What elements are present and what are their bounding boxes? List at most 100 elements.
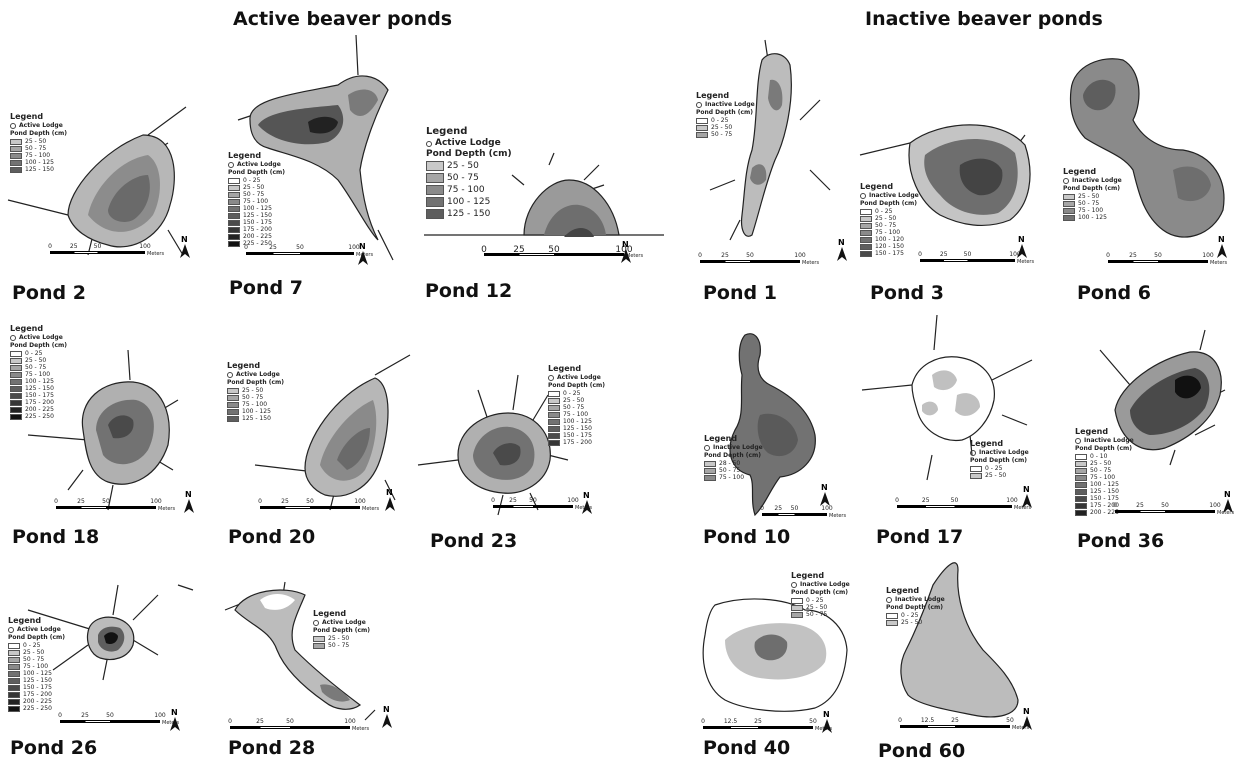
legend-swatch bbox=[10, 392, 22, 399]
legend-depth-class: 50 - 75 bbox=[1063, 200, 1122, 207]
pond-17-legend-subtitle: Pond Depth (cm) bbox=[970, 457, 1028, 464]
legend-swatch bbox=[791, 597, 803, 604]
pond-36-depth-classes: 0 - 10 25 - 50 50 - 75 75 - 100 100 - 125 125… bbox=[1075, 453, 1134, 516]
scale-tick-label: 0 bbox=[895, 497, 899, 504]
legend-class-label: 25 - 50 bbox=[1090, 459, 1112, 467]
legend-swatch bbox=[1075, 495, 1087, 502]
legend-swatch bbox=[10, 364, 22, 371]
legend-class-label: 0 - 25 bbox=[23, 641, 41, 649]
scale-tick-label: 0 bbox=[54, 498, 58, 505]
legend-depth-class: 0 - 25 bbox=[8, 642, 65, 649]
pond-17-scale-bar: 0 25 50 100 Meters bbox=[895, 497, 1031, 511]
pond-40-lodge-label: Inactive Lodge bbox=[800, 581, 850, 588]
legend-swatch bbox=[8, 642, 20, 649]
legend-class-label: 100 - 125 bbox=[25, 377, 54, 385]
legend-class-label: 175 - 200 bbox=[1090, 501, 1119, 509]
legend-swatch bbox=[426, 209, 444, 219]
scale-unit-label: Meters bbox=[829, 513, 847, 519]
pond-10-depth-classes: 28 - 50 50 - 75 75 - 100 bbox=[704, 460, 763, 481]
pond-60-panel: Legend Inactive Lodge Pond Depth (cm) 0 … bbox=[878, 555, 1043, 735]
legend-class-label: 150 - 175 bbox=[25, 391, 54, 399]
legend-class-label: 50 - 75 bbox=[875, 221, 897, 229]
legend-depth-class: 75 - 100 bbox=[1075, 474, 1134, 481]
legend-depth-class: 50 - 75 bbox=[1075, 467, 1134, 474]
scale-tick-label: 25 bbox=[754, 718, 762, 725]
pond-20-depth-classes: 25 - 50 50 - 75 75 - 100 100 - 125 125 - 150 bbox=[227, 387, 284, 422]
pond-23-panel: Legend Active Lodge Pond Depth (cm) 0 - … bbox=[417, 365, 608, 525]
pond-1-depth-classes: 0 - 25 25 - 50 50 - 75 bbox=[696, 117, 755, 138]
legend-swatch bbox=[970, 472, 982, 479]
legend-depth-class: 75 - 100 bbox=[10, 371, 67, 378]
legend-depth-class: 175 - 200 bbox=[8, 691, 65, 698]
legend-swatch bbox=[886, 619, 898, 626]
scale-tick-label: 0 bbox=[701, 718, 705, 725]
scale-tick-label: 25 bbox=[509, 497, 517, 504]
active-ponds-title: Active beaver ponds bbox=[233, 8, 453, 30]
legend-class-label: 75 - 100 bbox=[25, 151, 51, 159]
scale-bar-graphic bbox=[230, 726, 350, 729]
scale-bar-graphic bbox=[703, 726, 813, 729]
legend-depth-class: 25 - 50 bbox=[970, 472, 1029, 479]
legend-depth-class: 25 - 50 bbox=[696, 124, 755, 131]
legend-class-label: 125 - 150 bbox=[23, 676, 52, 684]
scale-bar-graphic bbox=[246, 252, 354, 255]
pond-60-lodge-entry: Inactive Lodge bbox=[886, 597, 945, 603]
pond-20-lodge-entry: Active Lodge bbox=[227, 372, 284, 378]
pond-26-scale-bar: 0 25 50 100 Meters bbox=[58, 712, 179, 726]
pond-3-legend-subtitle: Pond Depth (cm) bbox=[860, 200, 918, 207]
legend-depth-class: 50 - 75 bbox=[860, 222, 919, 229]
scale-bar-graphic bbox=[920, 259, 1015, 262]
legend-depth-class: 125 - 150 bbox=[10, 385, 67, 392]
legend-class-label: 0 - 25 bbox=[243, 176, 261, 184]
scale-bar-graphic bbox=[1115, 510, 1215, 513]
legend-depth-class: 50 - 75 bbox=[10, 145, 67, 152]
legend-depth-class: 50 - 75 bbox=[548, 404, 605, 411]
pond-2-lodge-entry: Active Lodge bbox=[10, 123, 67, 129]
scale-ticks: 0 25 50 100 bbox=[228, 718, 356, 726]
legend-swatch bbox=[10, 378, 22, 385]
legend-class-label: 100 - 125 bbox=[1078, 213, 1107, 221]
legend-class-label: 75 - 100 bbox=[719, 473, 745, 481]
scale-tick-label: 25 bbox=[77, 498, 85, 505]
scale-tick-label: 0 bbox=[698, 252, 702, 259]
pond-2-panel: Legend Active Lodge Pond Depth (cm) 25 -… bbox=[7, 95, 208, 275]
pond-12-lodge-entry: Active Lodge bbox=[426, 139, 512, 148]
scale-tick-label: 50 bbox=[286, 718, 294, 725]
pond-17-lodge-entry: Inactive Lodge bbox=[970, 450, 1029, 456]
legend-class-label: 200 - 225 bbox=[1090, 508, 1119, 516]
legend-depth-class: 200 - 225 bbox=[10, 406, 67, 413]
legend-swatch bbox=[426, 173, 444, 183]
pond-23-depth-classes: 0 - 25 25 - 50 50 - 75 75 - 100 100 - 125 125… bbox=[548, 390, 605, 446]
legend-depth-class: 50 - 75 bbox=[8, 656, 65, 663]
scale-tick-label: 25 bbox=[951, 717, 959, 724]
scale-unit-label: Meters bbox=[575, 505, 593, 511]
legend-swatch bbox=[8, 656, 20, 663]
legend-depth-class: 0 - 25 bbox=[548, 390, 605, 397]
scale-tick-label: 100 bbox=[821, 505, 833, 512]
pond-40-legend: Legend Inactive Lodge Pond Depth (cm) 0 … bbox=[791, 572, 850, 618]
legend-depth-class: 0 - 25 bbox=[696, 117, 755, 124]
legend-depth-class: 25 - 50 bbox=[8, 649, 65, 656]
scale-ticks: 0 12.5 25 50 bbox=[898, 717, 1014, 725]
scale-tick-label: 25 bbox=[69, 243, 78, 250]
legend-depth-class: 75 - 100 bbox=[548, 411, 605, 418]
pond-10-legend: Legend Inactive Lodge Pond Depth (cm) 28… bbox=[704, 435, 763, 481]
legend-swatch bbox=[1063, 193, 1075, 200]
scale-unit-label: Meters bbox=[1014, 505, 1032, 511]
legend-swatch bbox=[10, 152, 22, 159]
legend-swatch bbox=[228, 226, 240, 233]
pond-17-legend-title: Legend bbox=[970, 439, 1004, 448]
scale-tick-label: 0 bbox=[244, 244, 248, 251]
lodge-icon bbox=[791, 582, 797, 588]
legend-depth-class: 100 - 125 bbox=[1063, 214, 1122, 221]
legend-depth-class: 50 - 75 bbox=[227, 394, 284, 401]
pond-23-legend-subtitle: Pond Depth (cm) bbox=[548, 382, 606, 389]
legend-depth-class: 75 - 100 bbox=[426, 184, 512, 196]
pond-28-lodge-label: Active Lodge bbox=[322, 619, 366, 626]
legend-swatch bbox=[8, 705, 20, 712]
legend-class-label: 225 - 250 bbox=[25, 412, 54, 420]
pond-2-label: Pond 2 bbox=[12, 282, 86, 304]
legend-class-label: 200 - 225 bbox=[25, 405, 54, 413]
pond-20-label: Pond 20 bbox=[228, 526, 316, 548]
